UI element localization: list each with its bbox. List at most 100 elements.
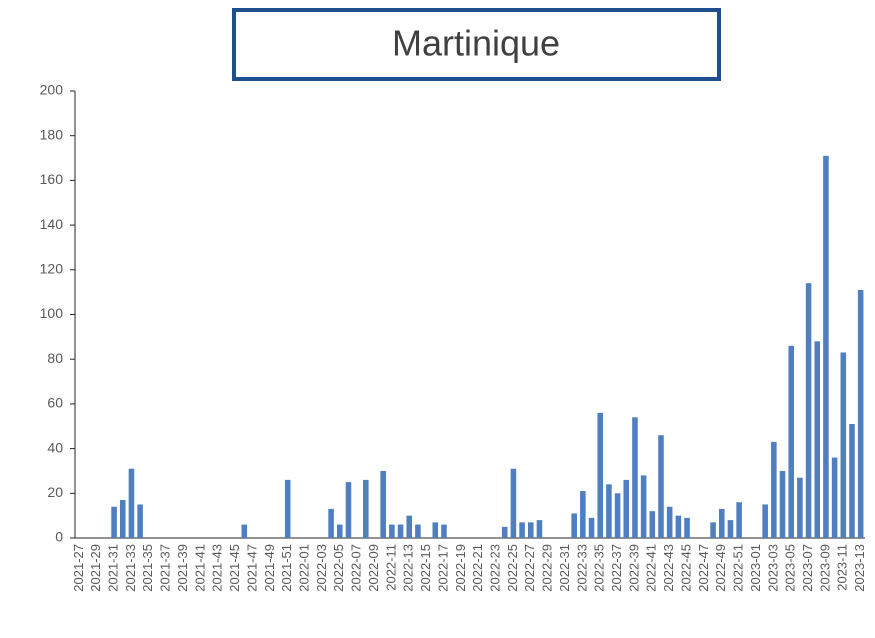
- x-tick-label: 2022-05: [331, 544, 346, 592]
- bar: [363, 479, 369, 538]
- bar: [805, 283, 812, 538]
- x-tick-label: 2022-23: [487, 544, 502, 592]
- bar: [406, 515, 413, 538]
- x-tick-label: 2022-09: [366, 544, 381, 592]
- x-tick-label: 2022-31: [557, 544, 572, 592]
- x-tick-label: 2022-19: [453, 544, 468, 592]
- bar: [831, 457, 838, 538]
- x-tick-label: 2022-33: [574, 544, 589, 592]
- x-tick-label: 2023-13: [852, 544, 867, 592]
- bar: [389, 524, 395, 538]
- bar: [840, 352, 847, 538]
- chart-title: Martinique: [392, 23, 560, 64]
- bar: [510, 468, 517, 538]
- bar: [606, 484, 612, 538]
- bar: [771, 441, 777, 538]
- y-tick-label: 200: [40, 82, 64, 98]
- x-tick-label: 2022-49: [713, 544, 728, 592]
- bar: [675, 515, 682, 538]
- y-tick-label: 0: [55, 529, 63, 545]
- x-tick-label: 2022-51: [731, 544, 746, 592]
- x-tick-label: 2021-43: [210, 544, 225, 592]
- x-tick-label: 2023-09: [817, 544, 832, 592]
- bar: [128, 468, 135, 538]
- x-tick-label: 2021-41: [192, 544, 207, 592]
- bar: [432, 522, 439, 538]
- x-tick-label: 2023-11: [835, 544, 850, 591]
- bar: [119, 500, 126, 538]
- x-tick-label: 2022-29: [540, 544, 555, 592]
- bar: [666, 506, 673, 538]
- bar: [710, 522, 716, 538]
- bar: [718, 508, 725, 538]
- x-tick-label: 2021-35: [140, 544, 155, 592]
- x-tick-label: 2022-01: [296, 544, 311, 592]
- x-tick-label: 2022-27: [522, 544, 537, 592]
- bar: [857, 289, 864, 538]
- y-tick-label: 120: [40, 261, 64, 277]
- bar: [736, 502, 742, 538]
- x-tick-label: 2021-37: [158, 544, 173, 592]
- y-tick-label: 60: [47, 395, 63, 411]
- x-tick-label: 2023-05: [783, 544, 798, 592]
- x-tick-label: 2022-25: [505, 544, 520, 592]
- title-box: [232, 8, 721, 81]
- x-tick-label: 2021-51: [279, 544, 294, 592]
- bar: [614, 493, 621, 538]
- x-tick-label: 2022-41: [644, 544, 659, 592]
- bar: [111, 506, 117, 538]
- bar: [623, 479, 630, 538]
- x-tick-label: 2022-39: [626, 544, 641, 592]
- bar: [588, 517, 595, 538]
- bar: [519, 522, 525, 538]
- bar: [527, 522, 534, 538]
- bar: [328, 508, 334, 538]
- bar: [823, 155, 829, 538]
- bar: [640, 475, 647, 538]
- bar: [797, 477, 803, 538]
- bar: [501, 526, 508, 538]
- bar: [441, 524, 447, 538]
- bar: [137, 504, 143, 538]
- x-tick-label: 2023-01: [748, 544, 763, 592]
- bar: [597, 412, 603, 538]
- y-tick-label: 40: [47, 439, 63, 455]
- x-tick-label: 2021-45: [227, 544, 242, 592]
- x-tick-label: 2022-17: [435, 544, 450, 592]
- bar: [580, 491, 586, 538]
- bar: [337, 524, 343, 538]
- bar: [814, 341, 821, 538]
- bar: [727, 520, 734, 538]
- bar: [632, 417, 638, 538]
- x-tick-label: 2022-03: [314, 544, 329, 592]
- bar: [571, 513, 577, 538]
- x-tick-label: 2021-47: [244, 544, 259, 592]
- x-tick-label: 2022-07: [349, 544, 364, 592]
- x-tick-label: 2022-43: [661, 544, 676, 592]
- bar: [788, 345, 794, 538]
- x-tick-label: 2022-47: [696, 544, 711, 592]
- y-tick-label: 180: [40, 126, 64, 142]
- x-tick-label: 2021-31: [106, 544, 121, 592]
- bar: [415, 524, 421, 538]
- bar: [345, 482, 352, 538]
- x-tick-label: 2022-15: [418, 544, 433, 592]
- y-tick-label: 140: [40, 216, 64, 232]
- bar: [849, 424, 855, 538]
- x-tick-label: 2022-45: [678, 544, 693, 592]
- bar: [684, 517, 690, 538]
- bar: [649, 511, 656, 538]
- y-tick-label: 160: [40, 171, 64, 187]
- y-tick-label: 100: [40, 305, 64, 321]
- x-tick-label: 2021-49: [262, 544, 277, 592]
- x-tick-label: 2021-33: [123, 544, 138, 592]
- x-tick-label: 2022-21: [470, 544, 485, 592]
- x-tick-label: 2022-37: [609, 544, 624, 592]
- x-tick-label: 2023-03: [765, 544, 780, 592]
- bar: [397, 524, 404, 538]
- bar: [241, 524, 248, 538]
- bar: [536, 520, 543, 538]
- bar: [284, 479, 291, 538]
